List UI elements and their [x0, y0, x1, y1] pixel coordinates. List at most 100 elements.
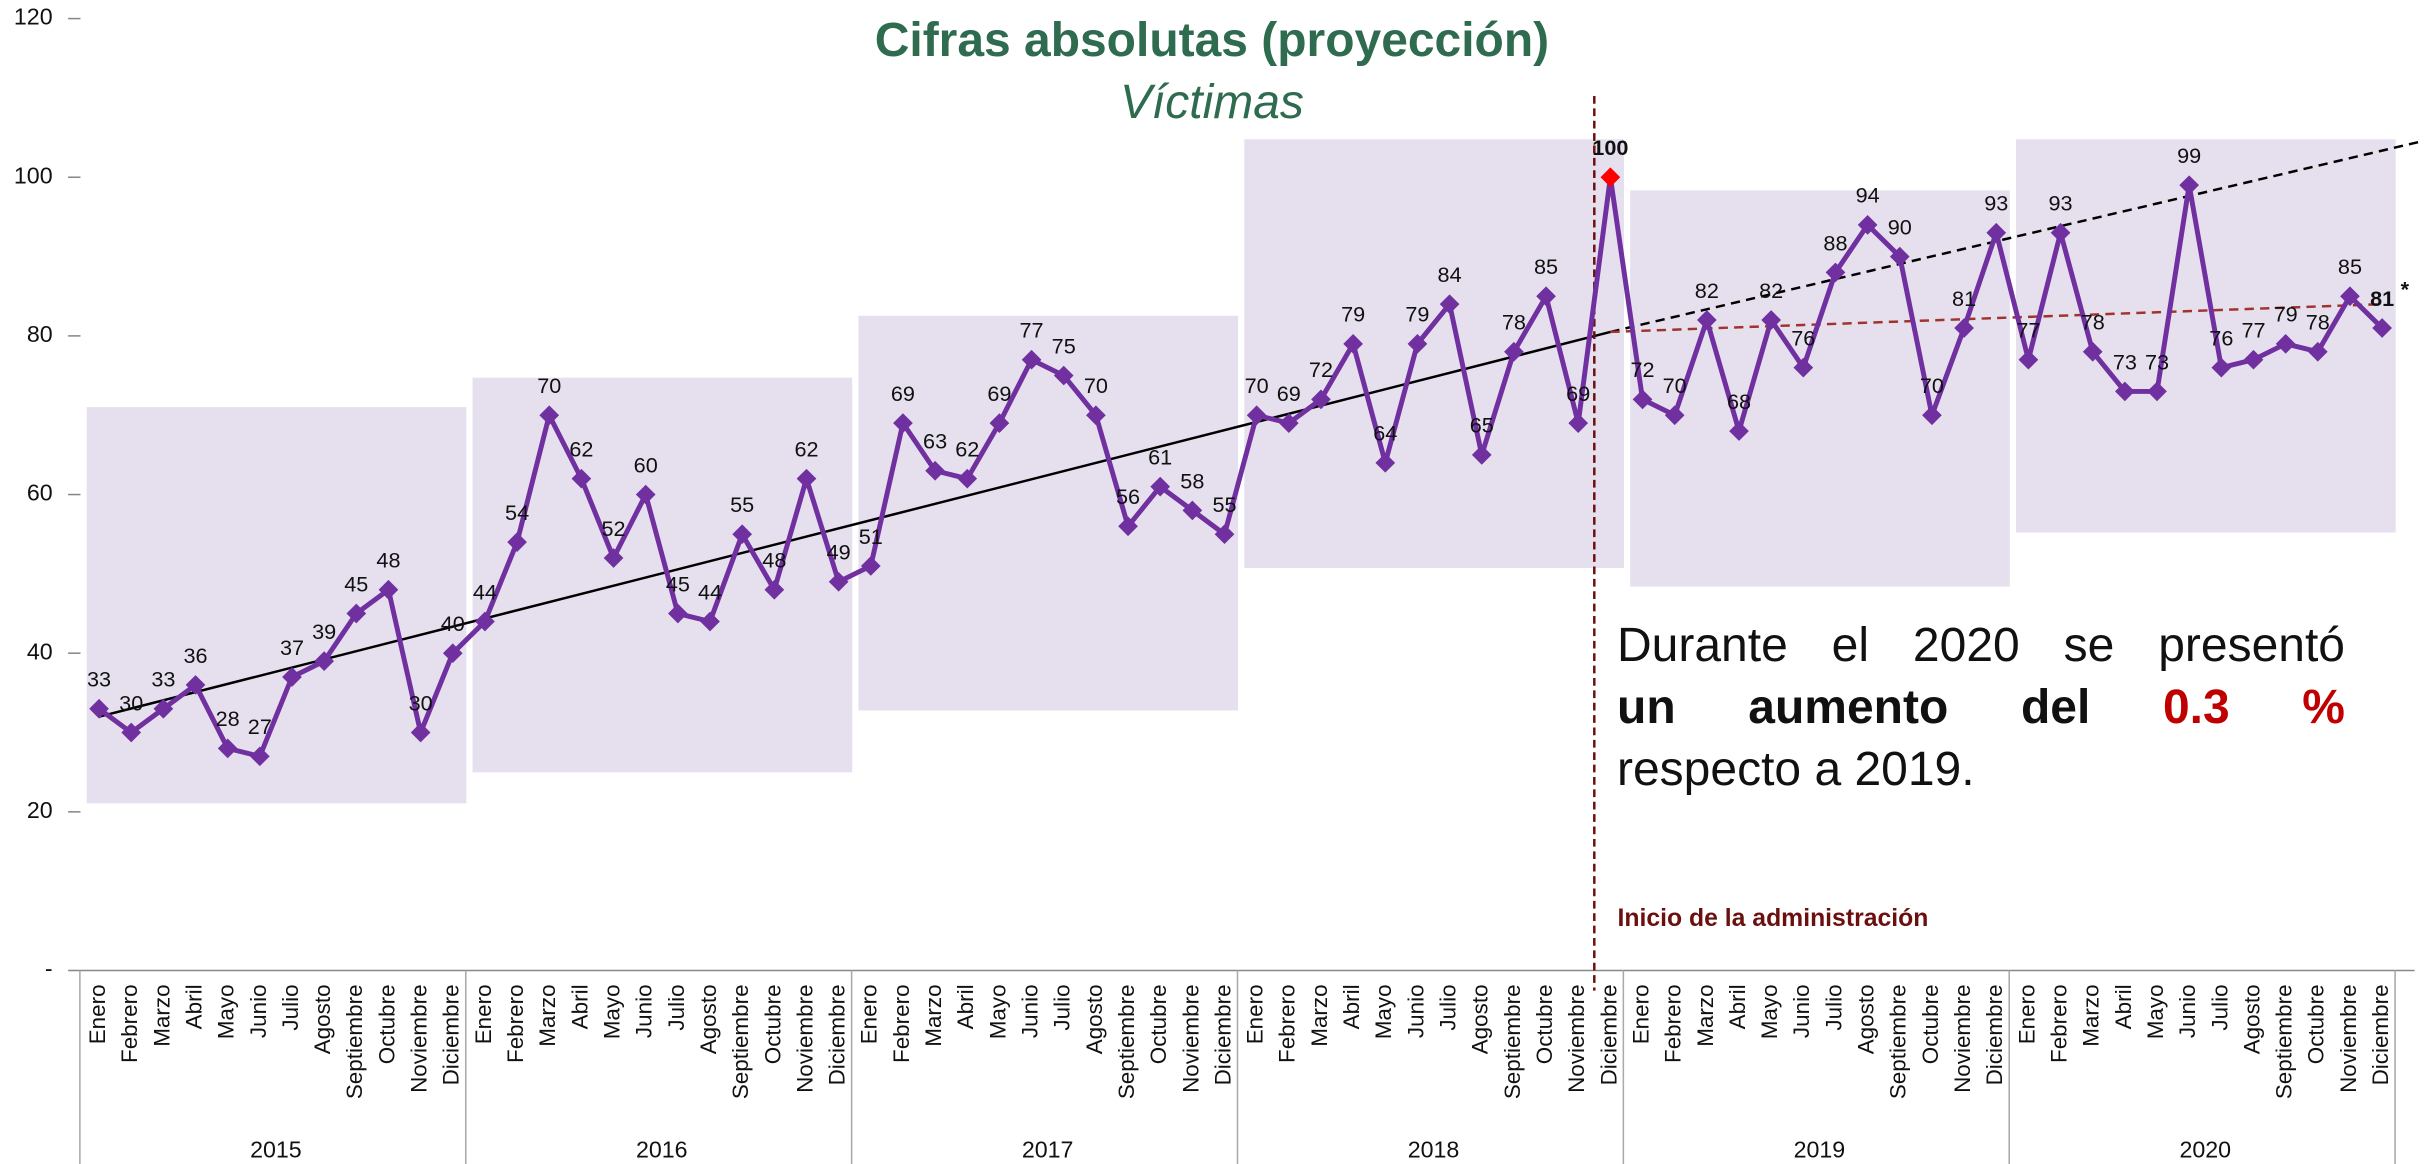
data-label: 45 [344, 571, 368, 596]
data-label: 68 [1727, 389, 1751, 414]
y-tick-label: 20 [27, 797, 53, 823]
data-label: 70 [1245, 373, 1269, 398]
y-tick-label: 60 [27, 480, 53, 506]
data-label: 82 [1695, 278, 1719, 303]
x-tick-label: Agosto [310, 984, 335, 1054]
x-tick-label: Junio [246, 984, 271, 1038]
marker [1214, 524, 1235, 545]
data-label: 60 [634, 452, 658, 477]
x-tick-label: Junio [1403, 984, 1428, 1038]
data-label: 49 [827, 540, 851, 565]
x-tick-label: Noviembre [2336, 984, 2361, 1093]
marker [539, 405, 560, 426]
data-label: 81 [1952, 286, 1976, 311]
group-label: 2015 [250, 1137, 302, 1163]
x-tick-label: Noviembre [1178, 984, 1203, 1093]
data-label: 72 [1630, 357, 1654, 382]
marker [217, 738, 238, 759]
data-label: 99 [2177, 143, 2201, 168]
x-tick-label: Febrero [1275, 984, 1300, 1063]
data-label: 40 [441, 611, 465, 636]
data-label: 93 [2049, 191, 2073, 216]
x-tick-label: Enero [857, 984, 882, 1044]
x-tick-label: Septiembre [1114, 984, 1139, 1099]
x-tick-label: Abril [181, 984, 206, 1029]
x-tick-label: Mayo [2143, 984, 2168, 1039]
x-tick-label: Marzo [1693, 984, 1718, 1046]
x-tick-label: Mayo [1371, 984, 1396, 1039]
data-label: 76 [2209, 325, 2233, 350]
data-label: 75 [1052, 333, 1076, 358]
marker [282, 667, 302, 687]
data-label: 55 [730, 492, 754, 517]
data-label: 51 [859, 524, 883, 549]
x-tick-label: Agosto [696, 984, 721, 1054]
group-label: 2017 [1022, 1137, 1074, 1163]
data-label: 55 [1212, 492, 1236, 517]
highlight-text: 0.3 % [2162, 681, 2345, 734]
x-tick-label: Junio [1017, 984, 1042, 1038]
line [97, 174, 2384, 759]
x-tick-label: Enero [471, 984, 496, 1044]
data-label: 76 [1791, 325, 1815, 350]
x-tick-label: Septiembre [1500, 984, 1525, 1099]
x-tick-label: Febrero [2046, 984, 2071, 1063]
year-box [2016, 139, 2396, 533]
x-tick-label: Septiembre [342, 984, 367, 1099]
data-label: 44 [473, 579, 497, 604]
data-label: 70 [537, 373, 561, 398]
data-label: 73 [2113, 349, 2137, 374]
data-label: 81 [2370, 286, 2394, 311]
marker [635, 484, 656, 505]
group-label: 2020 [2179, 1137, 2231, 1163]
data-label: 73 [2145, 349, 2169, 374]
year-box [86, 407, 467, 804]
bold-text: un aumento del [1617, 681, 2091, 734]
x-tick-label: Septiembre [2272, 984, 2297, 1099]
data-label: 79 [1341, 302, 1365, 327]
data-label: 94 [1856, 183, 1880, 208]
text-line: un aumento del 0.3 % [1617, 677, 2345, 739]
data-label: 70 [1920, 373, 1944, 398]
data-label: 58 [1180, 468, 1204, 493]
year-box [1244, 139, 1624, 569]
x-tick-label: Julio [2207, 984, 2232, 1030]
marker [153, 698, 174, 719]
x-tick-label: Agosto [1854, 984, 1879, 1054]
data-label: 39 [312, 619, 336, 644]
x-tick-label: Febrero [1661, 984, 1686, 1063]
x-tick-label: Julio [1821, 984, 1846, 1030]
data-label: 78 [2306, 310, 2330, 335]
x-tick-label: Agosto [1468, 984, 1493, 1054]
x-tick-label: Julio [1050, 984, 1075, 1030]
data-label: 65 [1470, 413, 1494, 438]
x-tick-label: Octubre [1146, 984, 1171, 1064]
data-label: 79 [2274, 302, 2298, 327]
x-tick-label: Julio [1436, 984, 1461, 1030]
x-tick-label: Septiembre [728, 984, 753, 1099]
y-tick-label: 80 [27, 321, 53, 347]
group-label: 2018 [1408, 1137, 1460, 1163]
y-tick-label: - [45, 956, 53, 982]
x-tick-label: Enero [2014, 984, 2039, 1044]
marker [442, 643, 463, 664]
data-label: 79 [1405, 302, 1429, 327]
x-tick-label: Noviembre [407, 984, 432, 1093]
x-tick-label: Mayo [985, 984, 1010, 1039]
x-tick-label: Diciembre [2368, 984, 2393, 1085]
x-tick-label: Marzo [2079, 984, 2104, 1046]
x-tick-label: Diciembre [1982, 984, 2007, 1085]
data-label: 69 [987, 381, 1011, 406]
data-label: 28 [216, 706, 240, 731]
data-label: 64 [1373, 421, 1397, 446]
x-tick-label: Abril [1339, 984, 1364, 1029]
x-tick-label: Abril [953, 984, 978, 1029]
data-label: 70 [1084, 373, 1108, 398]
year-box [1630, 190, 2010, 587]
x-tick-label: Noviembre [1950, 984, 1975, 1093]
data-label: 85 [1534, 254, 1558, 279]
trend-line [1610, 302, 2383, 334]
text-box: Durante el 2020 se presentó un aumento d… [1617, 615, 2345, 801]
x-tick-label: Julio [664, 984, 689, 1030]
group-label: 2016 [636, 1137, 688, 1163]
